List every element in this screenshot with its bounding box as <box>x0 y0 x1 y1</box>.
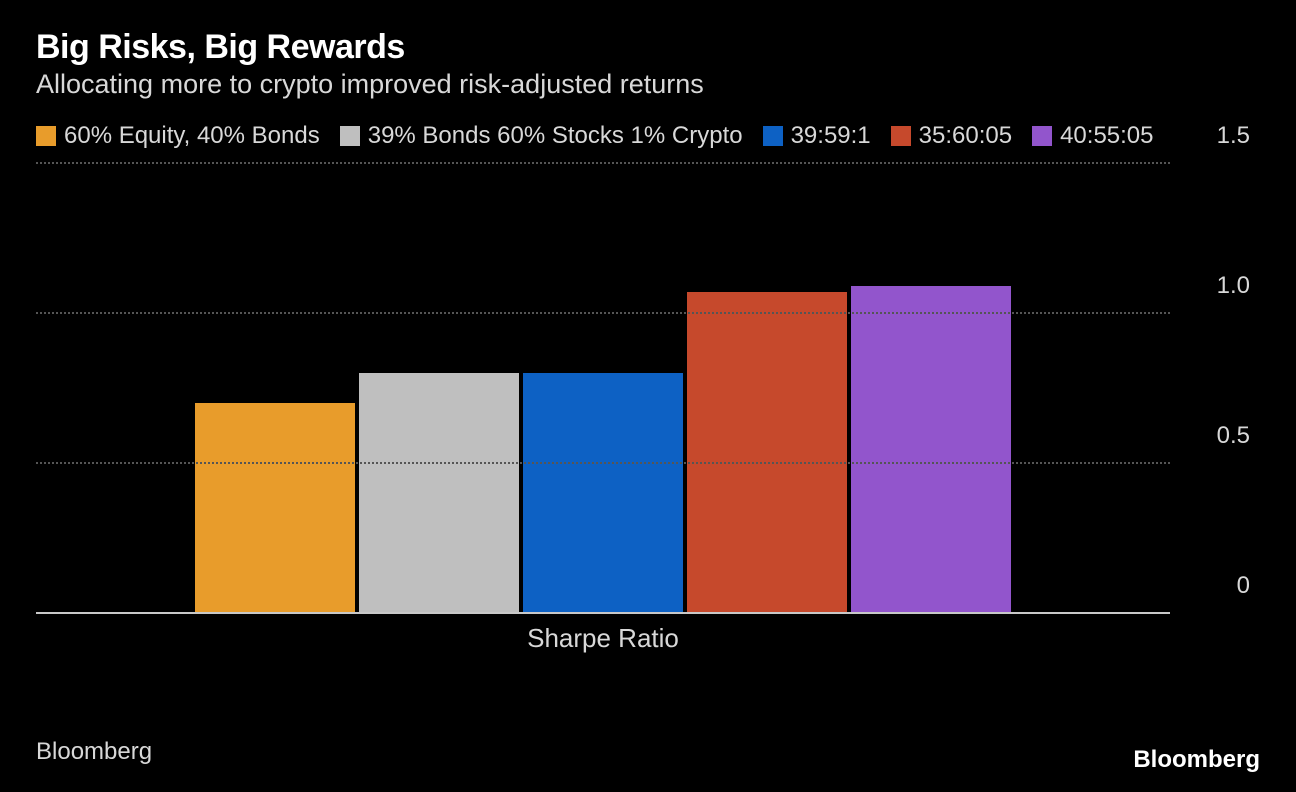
bars-group <box>36 164 1170 612</box>
source-label: Bloomberg <box>36 738 152 766</box>
gridline <box>36 162 1170 164</box>
chart-container: Big Risks, Big Rewards Allocating more t… <box>0 0 1296 792</box>
chart-title: Big Risks, Big Rewards <box>36 28 1260 67</box>
legend-item: 35:60:05 <box>891 122 1012 150</box>
legend-swatch <box>891 126 911 146</box>
chart-plot-wrap: 00.51.01.5 Sharpe Ratio <box>36 164 1260 614</box>
legend-label: 40:55:05 <box>1060 122 1153 150</box>
chart-area: 00.51.01.5 Sharpe Ratio <box>36 164 1260 614</box>
y-tick-label: 0.5 <box>1180 422 1250 450</box>
bar <box>851 286 1011 612</box>
legend-item: 39:59:1 <box>763 122 871 150</box>
y-tick-label: 1.5 <box>1180 122 1250 150</box>
legend-swatch <box>340 126 360 146</box>
brand-label: Bloomberg <box>1133 746 1260 774</box>
chart-plot: 00.51.01.5 <box>36 164 1170 614</box>
y-tick-label: 1.0 <box>1180 272 1250 300</box>
legend-swatch <box>36 126 56 146</box>
legend-item: 39% Bonds 60% Stocks 1% Crypto <box>340 122 743 150</box>
legend-label: 39:59:1 <box>791 122 871 150</box>
legend-item: 60% Equity, 40% Bonds <box>36 122 320 150</box>
legend-label: 60% Equity, 40% Bonds <box>64 122 320 150</box>
gridline <box>36 312 1170 314</box>
legend-swatch <box>1032 126 1052 146</box>
legend-label: 39% Bonds 60% Stocks 1% Crypto <box>368 122 743 150</box>
bar <box>195 403 355 612</box>
bar <box>359 373 519 612</box>
gridline <box>36 462 1170 464</box>
chart-subtitle: Allocating more to crypto improved risk-… <box>36 69 1260 100</box>
y-tick-label: 0 <box>1180 572 1250 600</box>
bar <box>687 292 847 612</box>
legend-item: 40:55:05 <box>1032 122 1153 150</box>
bar <box>523 373 683 612</box>
legend-label: 35:60:05 <box>919 122 1012 150</box>
legend: 60% Equity, 40% Bonds 39% Bonds 60% Stock… <box>36 122 1236 150</box>
x-axis-label: Sharpe Ratio <box>36 623 1170 654</box>
legend-swatch <box>763 126 783 146</box>
x-axis-line <box>36 612 1170 614</box>
